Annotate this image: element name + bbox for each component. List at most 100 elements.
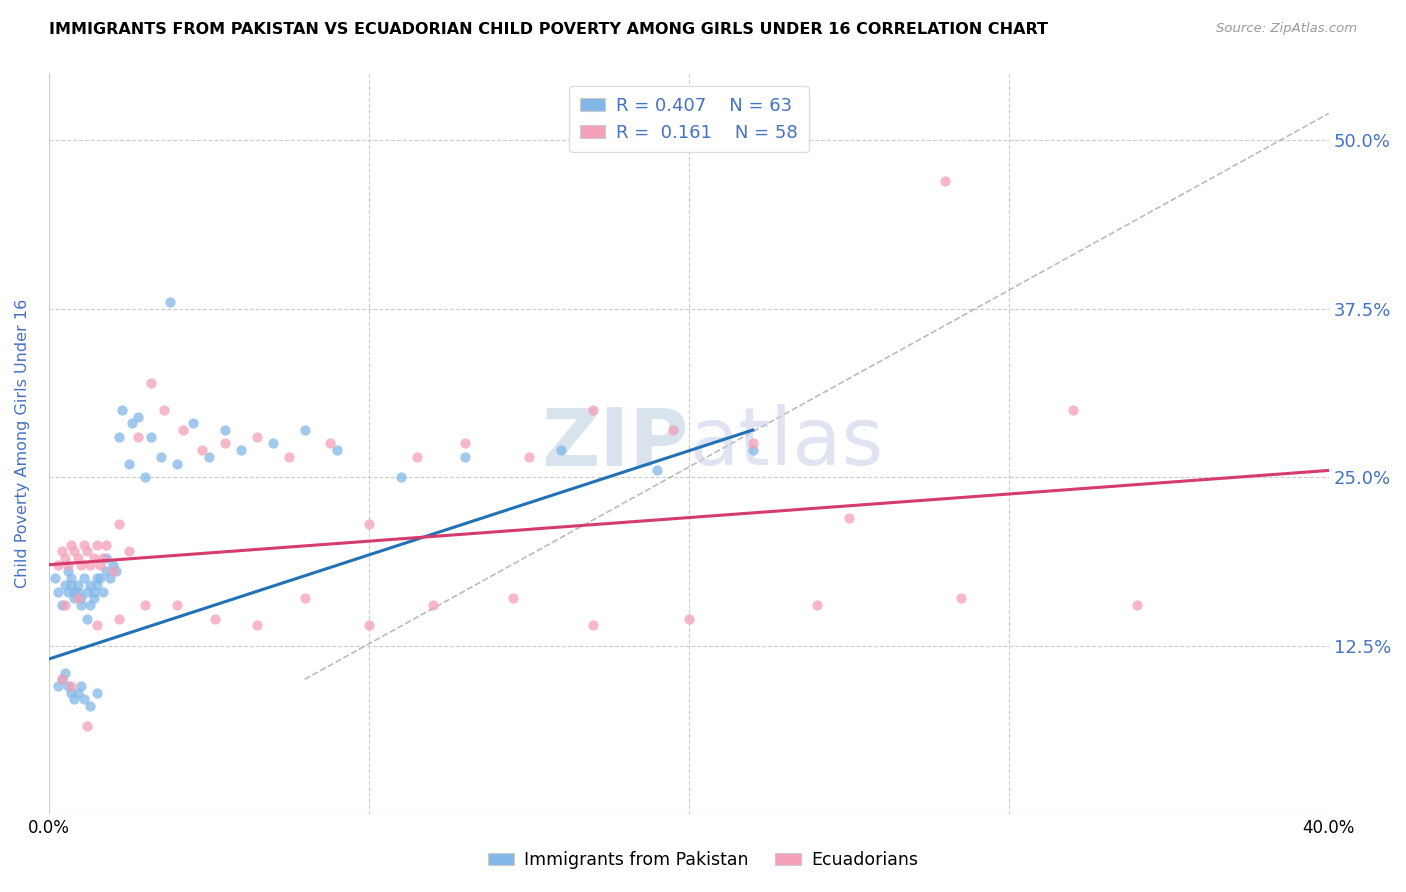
Point bbox=[741, 436, 763, 450]
Point bbox=[118, 544, 141, 558]
Point bbox=[357, 618, 380, 632]
Point bbox=[69, 558, 91, 572]
Point bbox=[53, 578, 76, 592]
Point bbox=[454, 436, 477, 450]
Point bbox=[66, 551, 89, 566]
Point bbox=[294, 591, 316, 606]
Point bbox=[172, 423, 194, 437]
Point bbox=[51, 673, 73, 687]
Point bbox=[191, 443, 214, 458]
Text: IMMIGRANTS FROM PAKISTAN VS ECUADORIAN CHILD POVERTY AMONG GIRLS UNDER 16 CORREL: IMMIGRANTS FROM PAKISTAN VS ECUADORIAN C… bbox=[49, 22, 1049, 37]
Point bbox=[86, 537, 108, 551]
Point bbox=[86, 571, 108, 585]
Point bbox=[44, 571, 66, 585]
Point bbox=[66, 591, 89, 606]
Point bbox=[262, 436, 284, 450]
Point bbox=[60, 578, 83, 592]
Point bbox=[181, 417, 204, 431]
Point bbox=[76, 544, 98, 558]
Point bbox=[159, 295, 181, 310]
Point bbox=[51, 544, 73, 558]
Point bbox=[48, 558, 70, 572]
Point bbox=[108, 612, 131, 626]
Point bbox=[741, 443, 763, 458]
Point bbox=[83, 591, 105, 606]
Point bbox=[678, 612, 700, 626]
Point bbox=[949, 591, 972, 606]
Point bbox=[73, 571, 96, 585]
Point bbox=[56, 565, 79, 579]
Point bbox=[96, 565, 118, 579]
Point bbox=[319, 436, 342, 450]
Point bbox=[96, 551, 118, 566]
Point bbox=[51, 673, 73, 687]
Point bbox=[582, 402, 605, 417]
Point bbox=[83, 584, 105, 599]
Text: atlas: atlas bbox=[689, 404, 883, 483]
Point bbox=[141, 376, 163, 390]
Point bbox=[91, 551, 114, 566]
Point bbox=[204, 612, 226, 626]
Point bbox=[69, 598, 91, 612]
Legend: R = 0.407    N = 63, R =  0.161    N = 58: R = 0.407 N = 63, R = 0.161 N = 58 bbox=[569, 86, 808, 153]
Point bbox=[517, 450, 540, 464]
Point bbox=[246, 430, 269, 444]
Point bbox=[111, 402, 134, 417]
Text: ZIP: ZIP bbox=[541, 404, 689, 483]
Point bbox=[69, 591, 91, 606]
Point bbox=[76, 612, 98, 626]
Point bbox=[53, 598, 76, 612]
Point bbox=[108, 517, 131, 532]
Point bbox=[582, 618, 605, 632]
Point bbox=[357, 517, 380, 532]
Point bbox=[86, 686, 108, 700]
Point bbox=[149, 450, 172, 464]
Point bbox=[98, 571, 121, 585]
Point bbox=[86, 578, 108, 592]
Point bbox=[502, 591, 524, 606]
Point bbox=[838, 510, 860, 524]
Point bbox=[76, 719, 98, 733]
Point bbox=[56, 679, 79, 693]
Point bbox=[91, 584, 114, 599]
Point bbox=[79, 598, 101, 612]
Point bbox=[53, 551, 76, 566]
Point bbox=[1062, 402, 1084, 417]
Point bbox=[454, 450, 477, 464]
Point bbox=[214, 423, 236, 437]
Point bbox=[246, 618, 269, 632]
Point bbox=[121, 417, 143, 431]
Point bbox=[127, 409, 149, 424]
Point bbox=[166, 457, 188, 471]
Point bbox=[550, 443, 572, 458]
Point bbox=[934, 174, 956, 188]
Point bbox=[89, 558, 111, 572]
Point bbox=[66, 584, 89, 599]
Point bbox=[73, 537, 96, 551]
Legend: Immigrants from Pakistan, Ecuadorians: Immigrants from Pakistan, Ecuadorians bbox=[481, 845, 925, 876]
Point bbox=[1126, 598, 1149, 612]
Point bbox=[422, 598, 444, 612]
Point bbox=[60, 679, 83, 693]
Y-axis label: Child Poverty Among Girls Under 16: Child Poverty Among Girls Under 16 bbox=[15, 299, 30, 588]
Point bbox=[134, 598, 156, 612]
Point bbox=[96, 537, 118, 551]
Point bbox=[51, 598, 73, 612]
Point bbox=[73, 692, 96, 706]
Point bbox=[389, 470, 412, 484]
Point bbox=[134, 470, 156, 484]
Point bbox=[89, 571, 111, 585]
Point bbox=[104, 565, 127, 579]
Point bbox=[166, 598, 188, 612]
Point bbox=[63, 584, 86, 599]
Point bbox=[214, 436, 236, 450]
Point bbox=[56, 558, 79, 572]
Point bbox=[56, 584, 79, 599]
Point bbox=[48, 584, 70, 599]
Point bbox=[661, 423, 683, 437]
Point bbox=[127, 430, 149, 444]
Point bbox=[101, 558, 124, 572]
Point bbox=[83, 551, 105, 566]
Point bbox=[53, 665, 76, 680]
Text: Source: ZipAtlas.com: Source: ZipAtlas.com bbox=[1216, 22, 1357, 36]
